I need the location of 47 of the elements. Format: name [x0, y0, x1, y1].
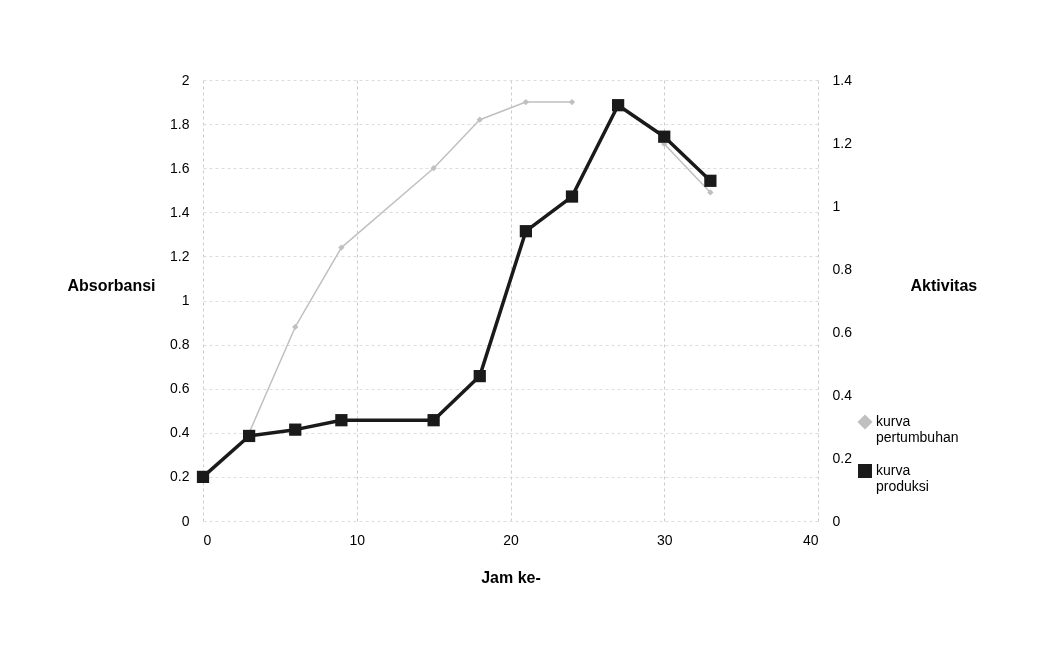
point — [292, 323, 299, 331]
y2-tick-label: 1.4 — [832, 71, 853, 88]
y2-tick-label: 0.4 — [832, 386, 853, 403]
point — [243, 429, 256, 443]
y-tick-label: 0.2 — [170, 468, 190, 485]
point — [430, 165, 437, 172]
point — [658, 130, 671, 143]
legend-label: kurva pertumbuhan — [876, 413, 959, 445]
y2-tick-label: 0.8 — [832, 260, 853, 277]
y-tick-label: 0.8 — [170, 336, 190, 353]
point — [522, 98, 530, 106]
y2-tick-label: 1.2 — [832, 134, 853, 151]
y2-tick-label: 0 — [832, 512, 841, 529]
legend-label: kurva produksi — [876, 462, 929, 494]
y2-axis-title: Aktivitas — [910, 276, 978, 294]
point — [427, 414, 440, 427]
x-tick-label: 0 — [203, 531, 212, 548]
point — [289, 423, 302, 436]
point — [196, 470, 210, 484]
y-tick-label: 1.6 — [170, 159, 190, 176]
point — [612, 99, 625, 112]
point — [568, 98, 576, 106]
point — [704, 174, 717, 187]
x-tick-label: 20 — [503, 531, 519, 548]
point — [473, 369, 486, 383]
y-tick-label: 1 — [181, 292, 190, 308]
point — [476, 116, 483, 123]
y-tick-label: 0.6 — [170, 380, 190, 397]
y2-tick-label: 0.6 — [832, 323, 853, 340]
point — [565, 190, 579, 203]
point — [338, 244, 345, 251]
point — [519, 225, 532, 238]
x-axis-title: Jam ke- — [481, 568, 541, 586]
y-tick-label: 1.2 — [170, 247, 190, 264]
y-tick-label: 1.8 — [170, 115, 190, 132]
point — [335, 414, 348, 427]
x-tick-label: 30 — [656, 531, 673, 548]
y2-tick-label: 0.2 — [832, 449, 853, 466]
y-tick-label: 1.4 — [170, 203, 190, 220]
x-tick-label: 40 — [802, 531, 819, 548]
y2-tick-label: 1 — [832, 197, 841, 214]
y-tick-label: 0.4 — [170, 424, 190, 441]
point — [707, 189, 714, 196]
y-tick-label: 2 — [181, 71, 190, 88]
x-tick-label: 10 — [349, 531, 366, 548]
y-tick-label: 0 — [181, 512, 190, 529]
y-axis-title: Absorbansi — [67, 276, 156, 294]
